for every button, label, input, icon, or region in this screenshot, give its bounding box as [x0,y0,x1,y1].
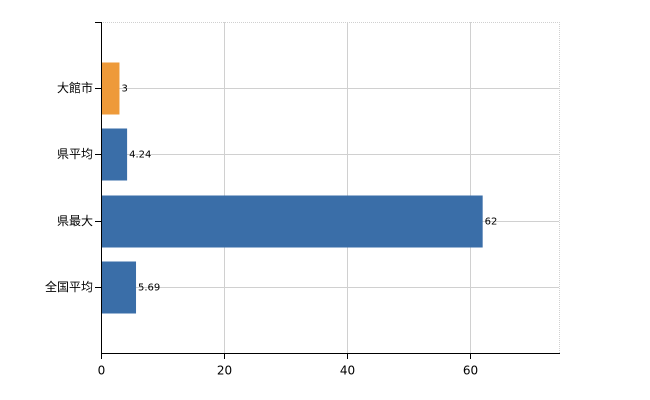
bar [101,62,120,115]
y-tick-label: 県平均 [57,147,93,161]
bar [101,195,483,248]
y-tick-label: 大館市 [57,80,93,95]
y-tick-label: 全国平均 [45,279,93,294]
value-label: 3 [121,84,127,95]
x-tick-label: 20 [217,364,232,378]
value-label: 62 [485,217,498,228]
y-tick-label: 県最大 [57,214,93,228]
bar [101,128,128,181]
x-tick-label: 40 [340,364,355,378]
bar [101,261,137,314]
value-label: 5.69 [138,283,160,294]
value-label: 4.24 [129,150,151,161]
x-tick-label: 0 [98,364,106,378]
x-tick-label: 60 [463,364,478,378]
